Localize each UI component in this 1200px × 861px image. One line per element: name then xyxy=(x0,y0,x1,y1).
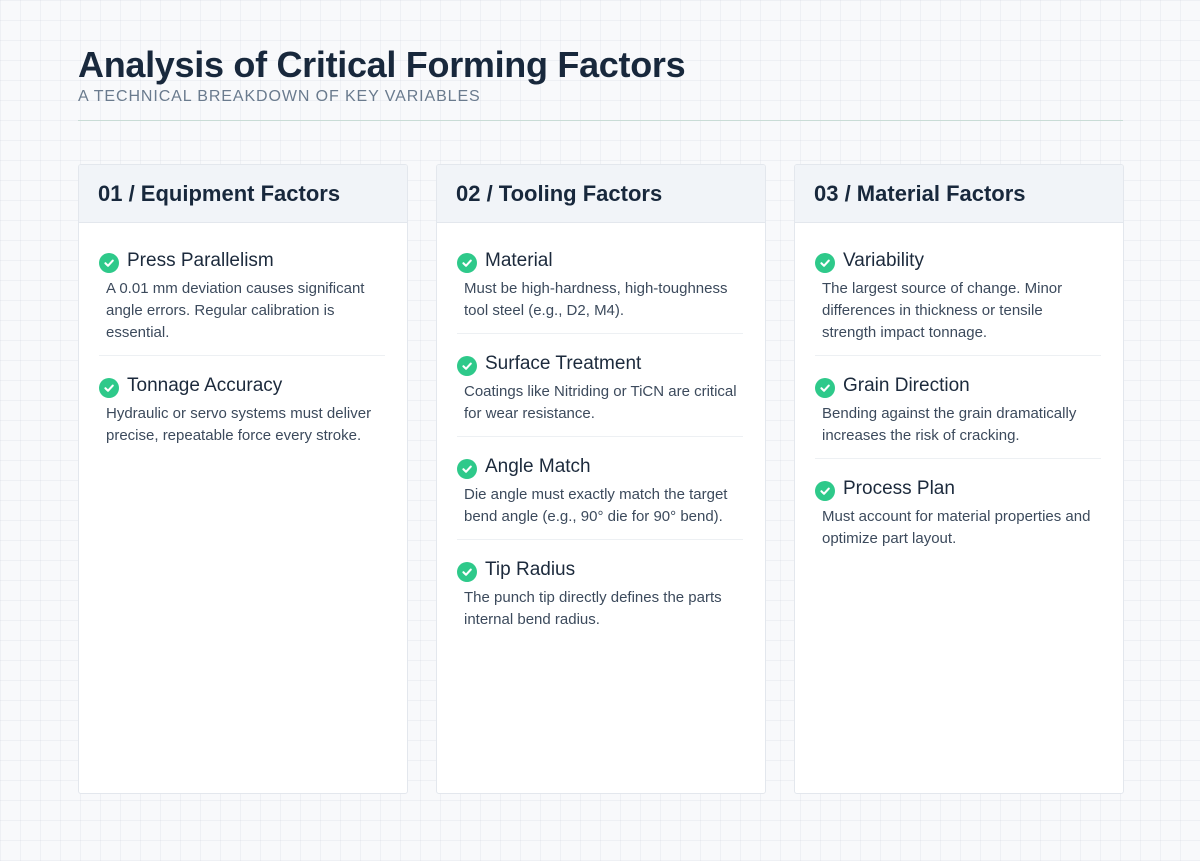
factor-item: Variability The largest source of change.… xyxy=(815,249,1101,356)
tooling-factors-card: 02 / Tooling Factors Material Must be hig… xyxy=(436,164,766,794)
factor-description: Hydraulic or servo systems must deliver … xyxy=(106,405,372,444)
factor-item: Press Parallelism A 0.01 mm deviation cau… xyxy=(99,249,385,356)
factor-title: Surface Treatment xyxy=(485,353,642,374)
factor-title: Process Plan xyxy=(843,478,955,499)
factor-item: Material Must be high-hardness, high-toug… xyxy=(457,249,743,334)
factor-description: Bending against the grain dramatically i… xyxy=(822,405,1077,444)
check-circle-icon xyxy=(457,252,477,273)
factor-item-header: Grain Direction xyxy=(815,374,1101,398)
check-circle-icon xyxy=(457,561,477,582)
card-header: 02 / Tooling Factors xyxy=(437,165,765,223)
factor-description: Die angle must exactly match the target … xyxy=(464,486,728,525)
check-circle-icon xyxy=(815,252,835,273)
card-header: 01 / Equipment Factors xyxy=(79,165,407,223)
factor-list: Material Must be high-hardness, high-toug… xyxy=(437,223,765,642)
factor-title: Tip Radius xyxy=(485,559,576,580)
factor-description: Must be high-hardness, high-toughness to… xyxy=(464,280,728,319)
card-title: 02 / Tooling Factors xyxy=(456,180,663,206)
factor-item-header: Angle Match xyxy=(457,455,743,479)
material-factors-card: 03 / Material Factors Variability The lar… xyxy=(794,164,1124,794)
check-circle-icon xyxy=(815,377,835,398)
factor-item-header: Process Plan xyxy=(815,477,1101,501)
check-circle-icon xyxy=(99,377,119,398)
card-header: 03 / Material Factors xyxy=(795,165,1123,223)
factor-item: Tip Radius The punch tip directly defines… xyxy=(457,558,743,642)
page-subtitle: A Technical Breakdown of Key Variables xyxy=(78,88,481,105)
check-circle-icon xyxy=(457,355,477,376)
check-circle-icon xyxy=(815,480,835,501)
factor-item-header: Variability xyxy=(815,249,1101,273)
factor-title: Material xyxy=(485,250,553,271)
factor-item-header: Surface Treatment xyxy=(457,352,743,376)
header-divider xyxy=(78,120,1123,121)
factor-item: Surface Treatment Coatings like Nitriding… xyxy=(457,352,743,437)
factor-item: Grain Direction Bending against the grain… xyxy=(815,374,1101,459)
page-title: Analysis of Critical Forming Factors xyxy=(78,44,686,85)
factor-title: Variability xyxy=(843,250,924,271)
factor-title: Press Parallelism xyxy=(127,250,274,271)
equipment-factors-card: 01 / Equipment Factors Press Parallelism… xyxy=(78,164,408,794)
factor-item: Process Plan Must account for material pr… xyxy=(815,477,1101,561)
factor-description: Must account for material properties and… xyxy=(822,508,1091,547)
page-header: Analysis of Critical Forming Factors A T… xyxy=(78,44,1123,107)
factor-description: A 0.01 mm deviation causes significant a… xyxy=(106,280,365,341)
factor-description: The largest source of change. Minor diff… xyxy=(822,280,1063,341)
card-title: 01 / Equipment Factors xyxy=(98,180,341,206)
factor-item: Angle Match Die angle must exactly match … xyxy=(457,455,743,540)
factor-description: Coatings like Nitriding or TiCN are crit… xyxy=(464,383,737,422)
factor-title: Grain Direction xyxy=(843,375,970,396)
factor-item-header: Tonnage Accuracy xyxy=(99,374,385,398)
factor-item-header: Material xyxy=(457,249,743,273)
card-title: 03 / Material Factors xyxy=(814,180,1026,206)
factor-item: Tonnage Accuracy Hydraulic or servo syste… xyxy=(99,374,385,458)
factor-item-header: Tip Radius xyxy=(457,558,743,582)
factor-description: The punch tip directly defines the parts… xyxy=(464,589,722,628)
factor-item-header: Press Parallelism xyxy=(99,249,385,273)
factor-title: Angle Match xyxy=(485,456,591,477)
factor-title: Tonnage Accuracy xyxy=(127,375,283,396)
factor-list: Variability The largest source of change.… xyxy=(795,223,1123,561)
factor-list: Press Parallelism A 0.01 mm deviation cau… xyxy=(79,223,407,458)
check-circle-icon xyxy=(99,252,119,273)
check-circle-icon xyxy=(457,458,477,479)
